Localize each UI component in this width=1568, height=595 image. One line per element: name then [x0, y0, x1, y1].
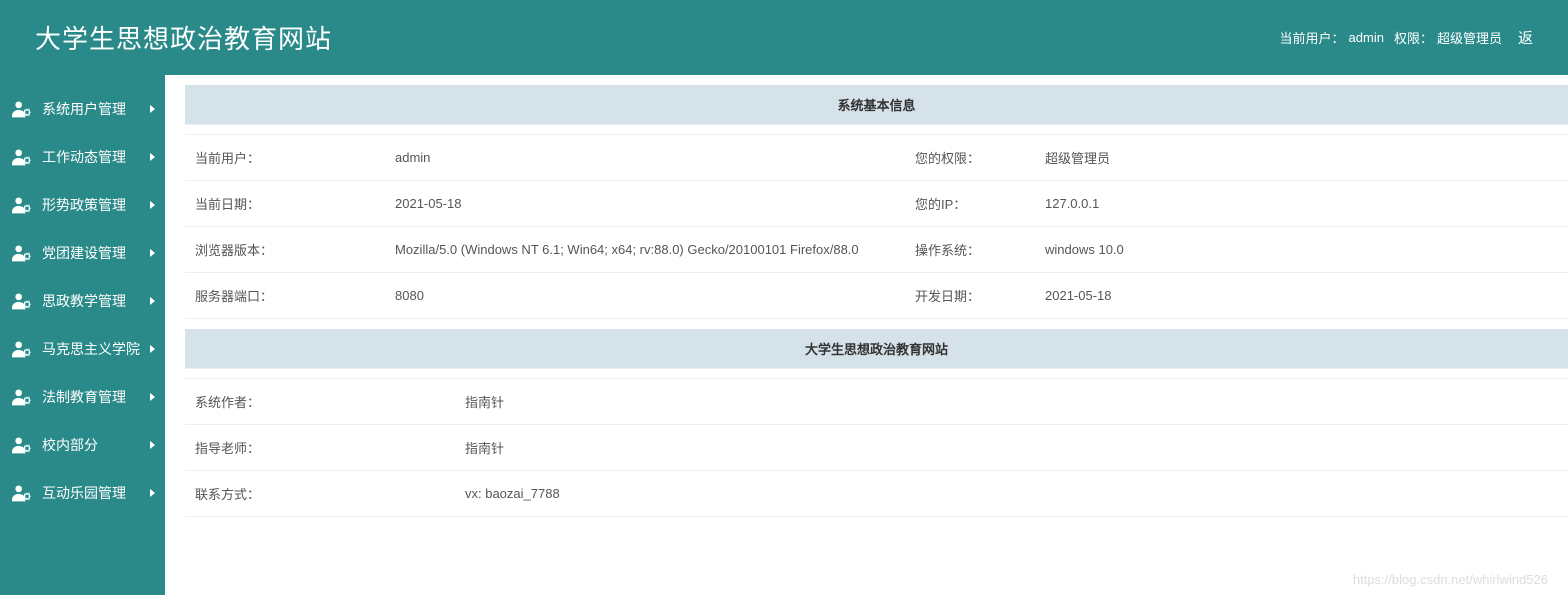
sidebar: 系统用户管理 工作动态管理 形势政策管理 党团建设管理 思政教学管理 马克思主义…: [0, 75, 165, 595]
table-row: 浏览器版本： Mozilla/5.0 (Windows NT 6.1; Win6…: [185, 227, 1568, 273]
user-gear-icon: [12, 196, 32, 214]
info-rows-2: 系统作者： 指南针 指导老师： 指南针 联系方式： vx: baozai_778…: [185, 379, 1568, 517]
table-row: 联系方式： vx: baozai_7788: [185, 471, 1568, 517]
info-value: vx: baozai_7788: [455, 471, 1568, 517]
info-rows-1: 当前用户： admin 您的权限： 超级管理员 当前日期： 2021-05-18…: [185, 135, 1568, 319]
info-label: 服务器端口：: [185, 273, 385, 319]
section2-title: 大学生思想政治教育网站: [185, 329, 1568, 369]
table-row: 指导老师： 指南针: [185, 425, 1568, 471]
info-value: 8080: [385, 273, 905, 319]
info-value: 指南针: [455, 379, 1568, 425]
sidebar-item-5[interactable]: 马克思主义学院: [0, 325, 165, 373]
chevron-right-icon: [150, 249, 155, 257]
chevron-right-icon: [150, 441, 155, 449]
section1-title: 系统基本信息: [185, 85, 1568, 125]
sidebar-item-label: 互动乐园管理: [42, 483, 146, 503]
container: 系统用户管理 工作动态管理 形势政策管理 党团建设管理 思政教学管理 马克思主义…: [0, 75, 1568, 595]
sidebar-item-4[interactable]: 思政教学管理: [0, 277, 165, 325]
info-value: 超级管理员: [1035, 135, 1568, 181]
user-gear-icon: [12, 148, 32, 166]
info-label: 您的IP：: [905, 181, 1035, 227]
user-gear-icon: [12, 100, 32, 118]
back-link[interactable]: 返: [1518, 27, 1533, 48]
info-value: admin: [385, 135, 905, 181]
info-label: 您的权限：: [905, 135, 1035, 181]
system-info-table: 系统基本信息: [185, 85, 1568, 135]
chevron-right-icon: [150, 201, 155, 209]
info-value: 127.0.0.1: [1035, 181, 1568, 227]
chevron-right-icon: [150, 153, 155, 161]
info-label: 指导老师：: [185, 425, 455, 471]
role-label: 权限：: [1394, 28, 1433, 47]
user-gear-icon: [12, 484, 32, 502]
site-title: 大学生思想政治教育网站: [35, 19, 332, 56]
user-gear-icon: [12, 388, 32, 406]
user-gear-icon: [12, 244, 32, 262]
info-value: 2021-05-18: [1035, 273, 1568, 319]
info-label: 当前用户：: [185, 135, 385, 181]
info-label: 当前日期：: [185, 181, 385, 227]
sidebar-item-3[interactable]: 党团建设管理: [0, 229, 165, 277]
user-gear-icon: [12, 292, 32, 310]
current-user-value: admin: [1349, 30, 1384, 45]
header: 大学生思想政治教育网站 当前用户： admin 权限： 超级管理员 返: [0, 0, 1568, 75]
chevron-right-icon: [150, 393, 155, 401]
current-user-label: 当前用户：: [1280, 28, 1345, 47]
user-gear-icon: [12, 436, 32, 454]
info-value: windows 10.0: [1035, 227, 1568, 273]
chevron-right-icon: [150, 297, 155, 305]
watermark: https://blog.csdn.net/whirlwind526: [1353, 572, 1548, 587]
chevron-right-icon: [150, 105, 155, 113]
sidebar-item-1[interactable]: 工作动态管理: [0, 133, 165, 181]
chevron-right-icon: [150, 345, 155, 353]
info-value: 指南针: [455, 425, 1568, 471]
info-label: 开发日期：: [905, 273, 1035, 319]
sidebar-item-label: 思政教学管理: [42, 291, 146, 311]
table-row: 系统作者： 指南针: [185, 379, 1568, 425]
sidebar-item-7[interactable]: 校内部分: [0, 421, 165, 469]
main-content: 系统基本信息 当前用户： admin 您的权限： 超级管理员 当前日期： 202…: [165, 75, 1568, 595]
header-user-info: 当前用户： admin 权限： 超级管理员 返: [1280, 27, 1533, 48]
sidebar-item-0[interactable]: 系统用户管理: [0, 85, 165, 133]
info-label: 联系方式：: [185, 471, 455, 517]
sidebar-item-2[interactable]: 形势政策管理: [0, 181, 165, 229]
sidebar-item-label: 形势政策管理: [42, 195, 146, 215]
info-label: 浏览器版本：: [185, 227, 385, 273]
chevron-right-icon: [150, 489, 155, 497]
table-row: 当前日期： 2021-05-18 您的IP： 127.0.0.1: [185, 181, 1568, 227]
info-value: 2021-05-18: [385, 181, 905, 227]
info-label: 系统作者：: [185, 379, 455, 425]
sidebar-item-label: 工作动态管理: [42, 147, 146, 167]
sidebar-item-label: 党团建设管理: [42, 243, 146, 263]
table-row: 当前用户： admin 您的权限： 超级管理员: [185, 135, 1568, 181]
sidebar-item-label: 马克思主义学院: [42, 339, 146, 359]
table-row: 服务器端口： 8080 开发日期： 2021-05-18: [185, 273, 1568, 319]
sidebar-item-label: 系统用户管理: [42, 99, 146, 119]
sidebar-item-label: 法制教育管理: [42, 387, 146, 407]
info-label: 操作系统：: [905, 227, 1035, 273]
user-gear-icon: [12, 340, 32, 358]
info-value: Mozilla/5.0 (Windows NT 6.1; Win64; x64;…: [385, 227, 905, 273]
role-value: 超级管理员: [1437, 28, 1502, 47]
site-info-table: 大学生思想政治教育网站: [185, 329, 1568, 379]
sidebar-item-label: 校内部分: [42, 435, 146, 455]
sidebar-item-8[interactable]: 互动乐园管理: [0, 469, 165, 517]
sidebar-item-6[interactable]: 法制教育管理: [0, 373, 165, 421]
